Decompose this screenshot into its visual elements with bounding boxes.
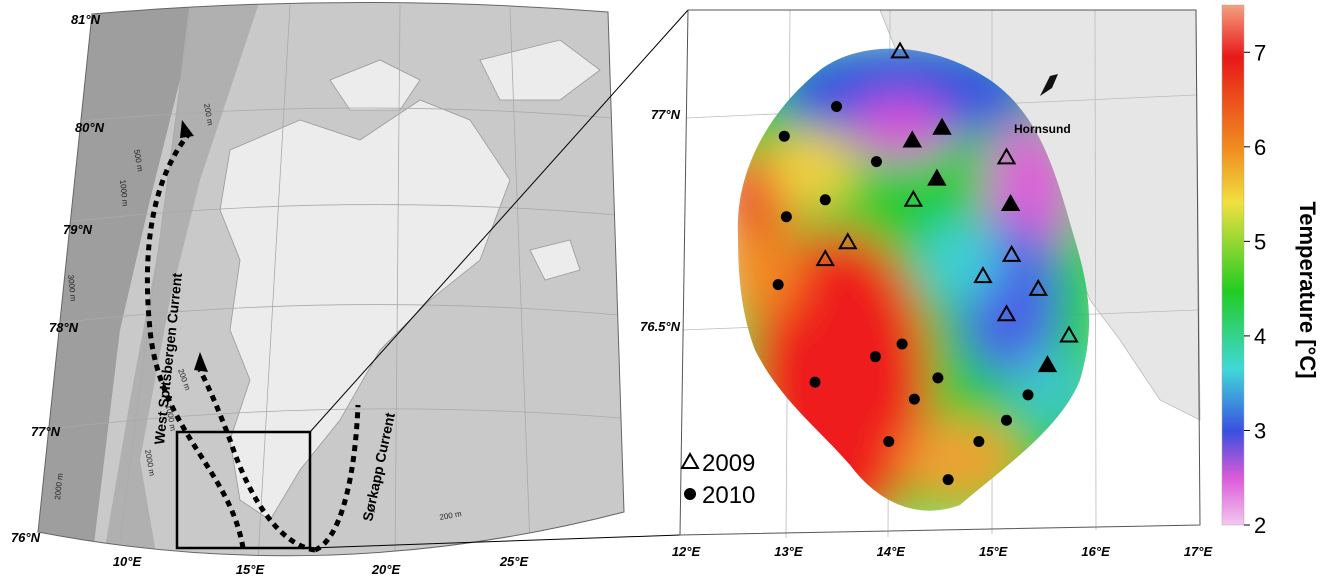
station [870,156,882,168]
arrow-head [194,352,208,372]
station [996,147,1017,165]
lon-label: 16°E [1081,544,1110,559]
current-arrows [144,133,361,553]
station [932,372,944,384]
lat-label: 77°N [31,424,61,439]
station [1001,414,1013,426]
station [815,249,835,267]
legend-marker [684,488,696,500]
station [778,130,790,142]
station [890,41,910,59]
lon-label: 10°E [113,554,142,569]
place-label: Hornsund [1014,122,1071,136]
lat-label: 80°N [75,120,105,135]
depth-label: 200 m [202,103,215,127]
station [902,130,923,148]
detail-layer: Hornsund 12°E 13°E 14°E 15°E 16°E 17°E 77°N 76.… [640,41,1213,559]
lat-label: 76.5°N [640,319,681,334]
station [973,435,985,447]
colorbar-tick-label: 5 [1254,229,1266,254]
station [908,393,920,405]
colorbar-tick-label: 3 [1254,418,1266,443]
zoom-line [309,534,681,549]
lat-label: 77°N [651,107,681,122]
colorbar-tick-label: 6 [1254,135,1266,160]
lon-label: 15°E [236,562,265,577]
lon-label: 25°E [499,554,529,569]
station [1059,325,1079,343]
colorbar-scale [1221,4,1245,526]
station [838,232,858,250]
station [1022,389,1034,401]
colorbar-tick-label: 7 [1254,40,1266,65]
overview-map [38,2,624,556]
depth-label: 1000 m [118,179,130,207]
map-frame [37,1,625,557]
depth-label: 2000 m [53,472,65,500]
legend-marker [680,451,700,469]
colorbar-tick-label: 4 [1254,324,1266,349]
lat-label: 81°N [71,12,101,27]
station [942,474,954,486]
arrow-head [180,120,194,138]
lon-label: 13°E [774,544,803,559]
station [932,117,952,135]
detail-map [679,9,1201,539]
station [883,435,895,447]
lat-label: 78°N [49,320,79,335]
station [772,279,784,291]
depth-label: 3000 m [66,274,78,302]
station [809,376,821,388]
station [927,168,947,186]
lon-label: 20°E [371,562,401,577]
lat-label: 76°N [11,530,41,545]
station [1000,194,1021,212]
station [1028,278,1048,296]
station [973,266,993,284]
legend-label: 2009 [702,450,755,477]
station [903,189,924,207]
lat-label: 79°N [63,222,93,237]
lon-label: 12°E [672,544,701,559]
lon-label: 17°E [1184,544,1213,559]
station [996,304,1017,322]
station [831,101,843,113]
depth-label: 200 m [439,509,463,522]
station [869,351,881,363]
depth-label: 500 m [132,149,145,173]
lon-label: 14°E [877,544,906,559]
colorbar: Temperature [°C] 2 3 4 5 6 7 [1221,4,1320,538]
colorbar-label: Temperature [°C] [1295,201,1320,378]
station [780,211,792,223]
lon-label: 15°E [979,544,1008,559]
colorbar-tick-label: 2 [1254,513,1266,538]
zoom-box [175,430,312,550]
station [819,194,831,206]
zoom-line [309,9,689,433]
legend-label: 2010 [702,482,755,509]
station [1037,355,1058,373]
station [896,338,908,350]
station [1001,244,1022,262]
